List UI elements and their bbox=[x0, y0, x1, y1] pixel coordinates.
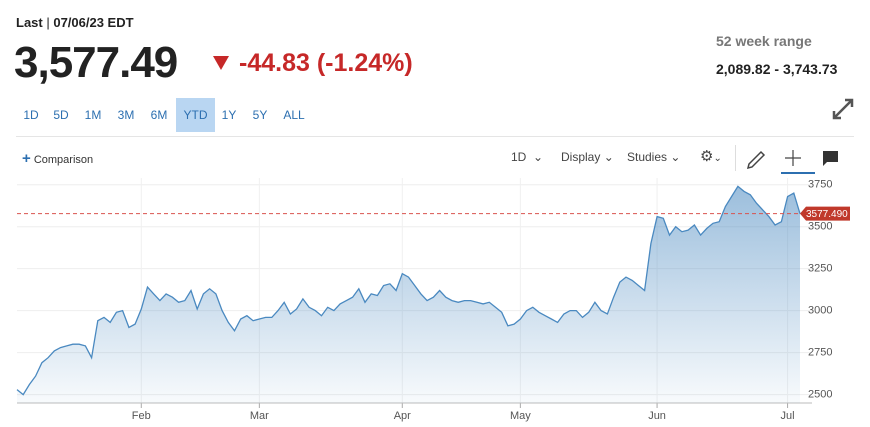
range-button[interactable]: 1Y bbox=[221, 108, 237, 122]
y-tick-label: 2500 bbox=[808, 389, 832, 401]
range-button[interactable]: 1D bbox=[23, 108, 39, 122]
date: 07/06/23 EDT bbox=[53, 15, 134, 30]
range-button[interactable]: 5D bbox=[53, 108, 69, 122]
x-tick-label: May bbox=[510, 410, 531, 422]
range-button[interactable]: 5Y bbox=[252, 108, 268, 122]
comparison-label: Comparison bbox=[33, 154, 94, 166]
interval-label: 1D bbox=[511, 150, 527, 164]
range-button[interactable]: 1M bbox=[84, 108, 102, 122]
reference-tag bbox=[800, 206, 850, 221]
range-button[interactable]: 3M bbox=[117, 108, 135, 122]
expand-icon[interactable] bbox=[832, 98, 854, 120]
range-value: 2,089.82 - 3,743.73 bbox=[716, 61, 838, 77]
tool-icons[interactable] bbox=[745, 146, 855, 176]
studies-label: Studies bbox=[627, 150, 668, 164]
range-button[interactable]: ALL bbox=[283, 108, 305, 122]
separator bbox=[735, 145, 736, 171]
studies[interactable]: Studies ⌄ bbox=[627, 150, 681, 164]
area bbox=[17, 186, 800, 403]
y-tick-label: 3750 bbox=[808, 179, 832, 191]
divider bbox=[16, 136, 854, 137]
last-label: Last bbox=[16, 15, 43, 30]
x-tick-label: Jun bbox=[648, 410, 666, 422]
settings-icon[interactable]: ⚙⌄ bbox=[700, 148, 722, 165]
range-button[interactable]: 6M bbox=[150, 108, 168, 122]
interval[interactable]: 1D ⌄ bbox=[511, 150, 544, 164]
y-tick-label: 3000 bbox=[808, 305, 832, 317]
x-tick-label: Jul bbox=[781, 410, 795, 422]
last-line: Last | 07/06/23 EDT bbox=[16, 15, 134, 30]
y-tick-label: 2750 bbox=[808, 347, 832, 359]
x-tick-label: Apr bbox=[394, 410, 411, 422]
display[interactable]: Display ⌄ bbox=[561, 150, 614, 164]
y-tick-label: 3250 bbox=[808, 263, 832, 275]
display-label: Display bbox=[561, 150, 601, 164]
down-arrow bbox=[213, 56, 229, 70]
x-tick-label: Mar bbox=[250, 410, 269, 422]
y-tick-label: 3500 bbox=[808, 221, 832, 233]
comparison[interactable]: + Comparison bbox=[22, 150, 94, 167]
range-button[interactable]: YTD bbox=[176, 98, 215, 132]
change: -44.83 (-1.24%) bbox=[239, 49, 413, 77]
price: 3,577.49 bbox=[14, 38, 178, 87]
range-title: 52 week range bbox=[716, 33, 812, 49]
reference-label: 3577.490 bbox=[806, 209, 848, 220]
line bbox=[16, 185, 801, 396]
x-tick-label: Feb bbox=[132, 410, 151, 422]
